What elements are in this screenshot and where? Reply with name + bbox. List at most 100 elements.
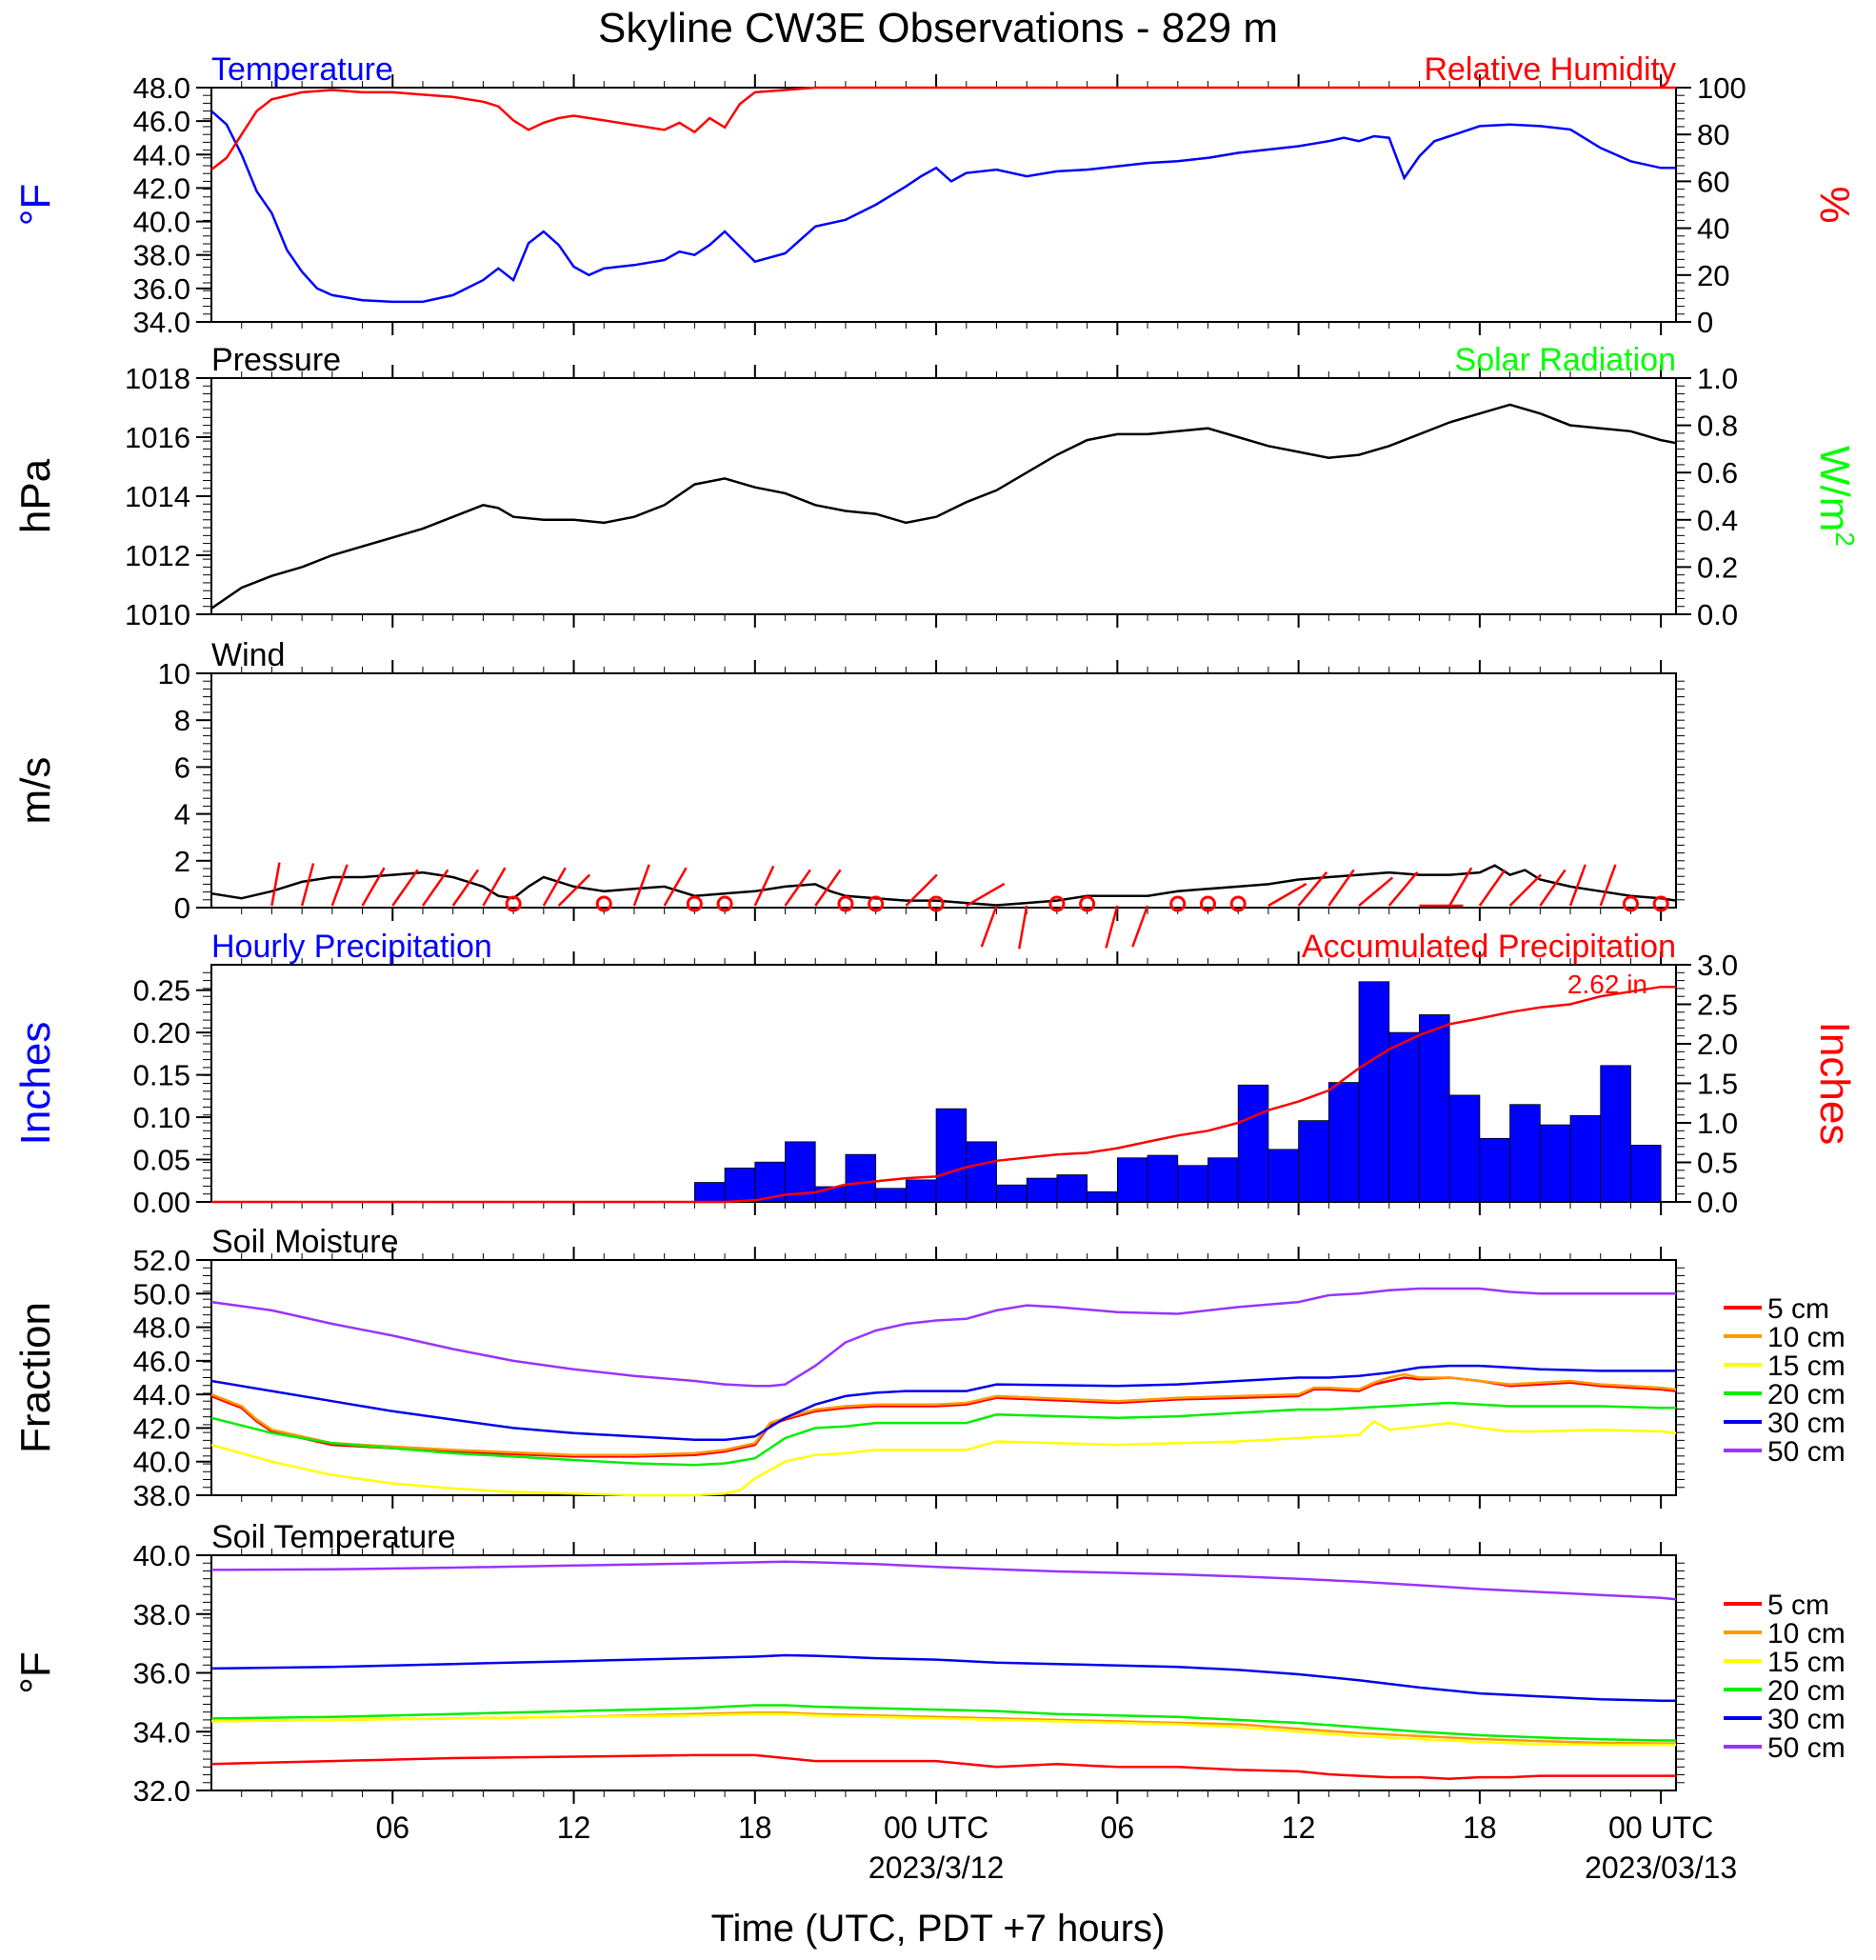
y-tick-label-right: 2.0 xyxy=(1697,1028,1738,1061)
panel-title-right: Accumulated Precipitation xyxy=(1302,929,1676,965)
y-tick-label: 42.0 xyxy=(133,171,190,205)
y-tick-label: 44.0 xyxy=(133,138,190,171)
series-line-0 xyxy=(210,1753,1676,1780)
x-tick-label: 06 xyxy=(1101,1810,1135,1845)
precip-bar xyxy=(905,1179,937,1203)
y-tick-label: 48.0 xyxy=(133,1311,190,1345)
y-tick-label: 46.0 xyxy=(133,105,190,138)
precip-bar xyxy=(724,1168,756,1203)
y-tick-label-right: 0.6 xyxy=(1697,456,1738,490)
y-tick-label-right: 80 xyxy=(1697,118,1729,151)
precip-bar xyxy=(935,1108,968,1203)
precip-bar xyxy=(996,1184,1028,1203)
precip-bar xyxy=(1479,1137,1510,1203)
legend-label: 15 cm xyxy=(1767,1350,1846,1382)
y-axis-label-right: W/m2 xyxy=(1811,446,1860,547)
legend-label: 10 cm xyxy=(1767,1322,1846,1353)
y-tick-label: 4 xyxy=(174,798,190,831)
y-tick-label-right: 3.0 xyxy=(1697,949,1738,982)
y-axis-label-left: °F xyxy=(12,1651,59,1693)
wind-barb xyxy=(1327,869,1355,907)
y-tick-label: 34.0 xyxy=(133,1715,190,1749)
precip-bar xyxy=(693,1182,726,1203)
y-tick-label-right: 0 xyxy=(1697,306,1713,339)
y-tick-label-right: 20 xyxy=(1697,259,1729,292)
legend-label: 20 cm xyxy=(1767,1379,1846,1410)
series-line-2 xyxy=(210,1419,1677,1497)
precip-bar xyxy=(754,1161,786,1203)
calm-wind-marker xyxy=(1048,895,1066,912)
precip-bar xyxy=(1630,1145,1662,1203)
y-tick-label-right: 1.0 xyxy=(1697,1107,1738,1140)
series-line-5 xyxy=(210,1287,1676,1388)
y-tick-label: 0 xyxy=(174,891,190,925)
precip-bar xyxy=(1327,1082,1360,1203)
wind-barb xyxy=(753,865,775,907)
plot-frame xyxy=(210,87,1677,323)
y-tick-label: 36.0 xyxy=(133,1657,190,1690)
precip-bar xyxy=(1237,1084,1269,1203)
calm-wind-marker xyxy=(505,895,522,912)
wind-barb xyxy=(905,873,938,907)
y-tick-label: 42.0 xyxy=(133,1411,190,1445)
calm-wind-marker xyxy=(1622,895,1639,912)
y-tick-label: 0.05 xyxy=(133,1144,190,1177)
series-line-0 xyxy=(210,403,1677,610)
wind-barb xyxy=(663,867,688,907)
y-tick-label: 40.0 xyxy=(133,1446,190,1479)
wind-barb xyxy=(1478,869,1507,907)
y-tick-label: 10 xyxy=(158,657,190,690)
panels: 34.036.038.040.042.044.046.048.002040608… xyxy=(12,51,1860,1885)
series-line-0 xyxy=(210,110,1676,304)
accumulated-total-label: 2.62 in xyxy=(1567,970,1647,999)
precip-bar xyxy=(1147,1154,1179,1203)
precip-bar xyxy=(845,1153,877,1203)
legend-label: 5 cm xyxy=(1767,1293,1829,1325)
precip-bar xyxy=(1539,1124,1571,1203)
calm-wind-marker xyxy=(1199,895,1216,912)
y-tick-label: 6 xyxy=(174,750,190,784)
y-tick-label: 0.00 xyxy=(133,1186,190,1219)
y-tick-label: 38.0 xyxy=(133,1598,190,1631)
x-tick-label: 12 xyxy=(557,1810,591,1845)
y-tick-label: 36.0 xyxy=(133,272,190,306)
panel-title-left: Soil Temperature xyxy=(211,1519,455,1555)
calm-wind-marker xyxy=(1079,895,1096,912)
precip-bar xyxy=(1448,1094,1481,1203)
y-tick-label: 40.0 xyxy=(133,1539,190,1572)
y-tick-label: 0.20 xyxy=(133,1016,190,1050)
y-axis-label-left: m/s xyxy=(12,757,59,825)
y-axis-label-left: hPa xyxy=(12,458,59,533)
y-tick-label-right: 1.0 xyxy=(1697,362,1738,395)
precip-bar xyxy=(1267,1149,1300,1203)
legend-label: 20 cm xyxy=(1767,1675,1846,1707)
y-axis-label-left: Fraction xyxy=(12,1302,59,1453)
y-axis-label-right: % xyxy=(1811,186,1858,223)
wind-barb xyxy=(784,869,811,907)
y-tick-label: 8 xyxy=(174,704,190,737)
precip-bar xyxy=(1600,1065,1631,1203)
chart-title: Skyline CW3E Observations - 829 m xyxy=(598,5,1278,51)
precip-bar xyxy=(966,1141,997,1203)
y-tick-label: 44.0 xyxy=(133,1378,190,1411)
x-tick-label: 00 UTC xyxy=(884,1810,988,1845)
x-tick-date: 2023/03/13 xyxy=(1585,1850,1737,1885)
y-tick-label-right: 1.5 xyxy=(1697,1068,1738,1101)
y-tick-label-right: 100 xyxy=(1697,71,1746,105)
panel-soil_moisture: 38.040.042.044.046.048.050.052.0 Soil Moi… xyxy=(12,1224,1846,1512)
calm-wind-marker xyxy=(1229,895,1247,912)
y-tick-label-right: 60 xyxy=(1697,165,1729,198)
y-tick-label: 1018 xyxy=(125,362,190,395)
legend-label: 15 cm xyxy=(1767,1647,1846,1678)
series-line-1 xyxy=(210,86,1676,171)
wind-barb xyxy=(1267,882,1307,908)
y-axis-label-left: Inches xyxy=(12,1022,59,1146)
wind-barb xyxy=(1017,905,1028,950)
panel-wind: 0 2 4 6 8 10 Wind m/s xyxy=(12,637,1685,950)
wind-barb xyxy=(300,863,315,907)
unit-base: W/m xyxy=(1811,446,1858,531)
y-tick-label-right: 0.0 xyxy=(1697,1186,1738,1219)
wind-barb xyxy=(966,882,1006,908)
wind-barb xyxy=(632,864,650,907)
precip-bar xyxy=(1056,1174,1088,1203)
